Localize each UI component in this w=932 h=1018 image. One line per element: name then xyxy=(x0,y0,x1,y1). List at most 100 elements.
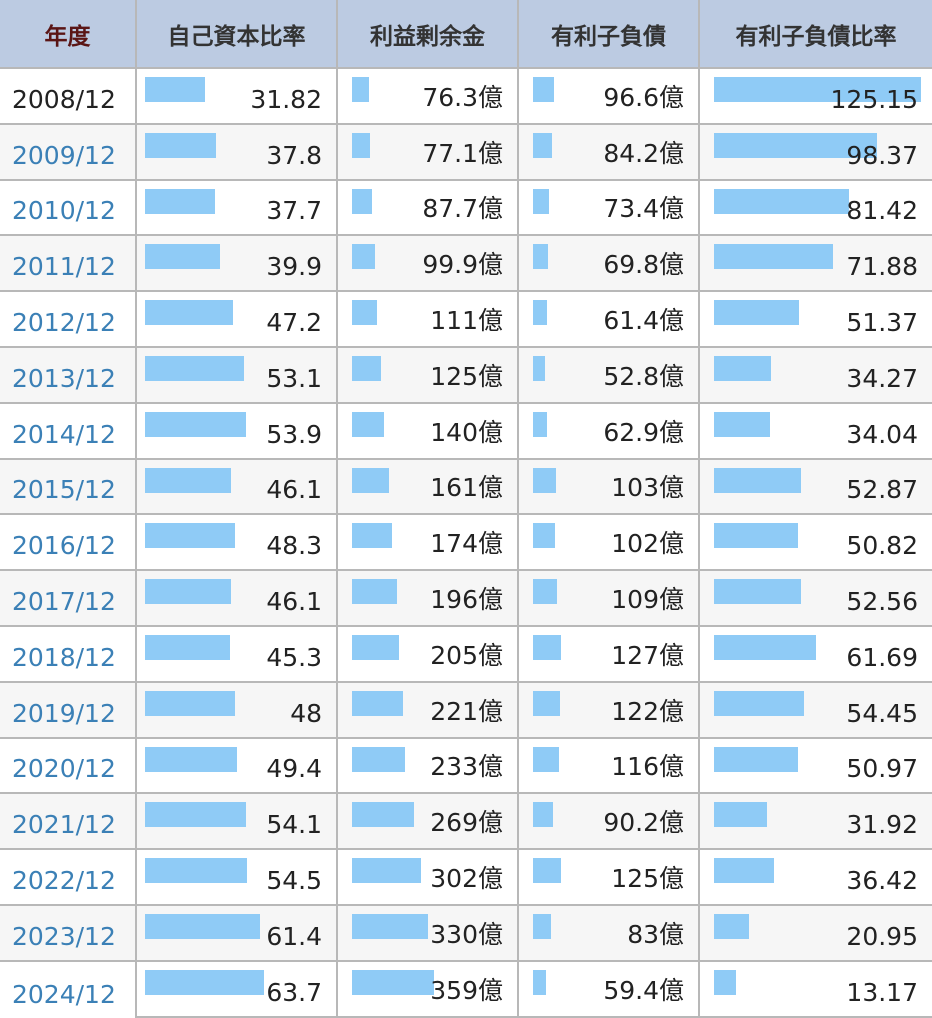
year-link[interactable]: 2011/12 xyxy=(12,252,116,282)
value-label: 39.9 xyxy=(266,252,322,282)
year-cell: 2014/12 xyxy=(0,403,137,460)
year-link[interactable]: 2021/12 xyxy=(12,810,116,840)
value-cell: 359億 xyxy=(338,961,519,1018)
value-label: 37.7 xyxy=(266,196,322,226)
data-bar xyxy=(714,802,767,828)
value-cell: 111億 xyxy=(338,292,519,348)
data-bar xyxy=(714,635,817,660)
data-bar xyxy=(714,244,833,270)
data-bar xyxy=(533,635,561,660)
data-bar xyxy=(533,132,552,158)
data-bar xyxy=(533,802,553,828)
value-label: 99.9億 xyxy=(422,250,503,280)
data-bar xyxy=(714,858,775,884)
value-cell: 54.1 xyxy=(137,794,338,851)
year-cell: 2009/12 xyxy=(0,124,137,181)
year-cell: 2018/12 xyxy=(0,627,137,683)
value-cell: 53.9 xyxy=(137,403,338,460)
value-label: 61.4億 xyxy=(603,305,684,335)
data-bar xyxy=(145,77,205,102)
value-cell: 116億 xyxy=(519,738,700,795)
value-cell: 83億 xyxy=(519,906,700,962)
value-label: 69.8億 xyxy=(603,250,684,280)
data-bar xyxy=(352,356,381,381)
value-cell: 196億 xyxy=(338,571,519,627)
value-cell: 103億 xyxy=(519,459,700,516)
year-cell: 2019/12 xyxy=(0,682,137,739)
value-label: 109億 xyxy=(611,584,684,614)
value-cell: 140億 xyxy=(338,403,519,460)
value-cell: 37.8 xyxy=(137,124,338,181)
data-bar xyxy=(714,411,771,437)
data-bar xyxy=(352,411,385,437)
value-label: 125億 xyxy=(611,863,684,893)
data-bar xyxy=(533,746,559,772)
data-bar xyxy=(714,77,922,102)
data-bar xyxy=(714,523,799,549)
year-link[interactable]: 2015/12 xyxy=(12,475,116,505)
value-label: 73.4億 xyxy=(603,194,684,224)
year-link[interactable]: 2023/12 xyxy=(12,921,116,951)
value-label: 53.9 xyxy=(266,419,322,449)
value-cell: 54.5 xyxy=(137,850,338,906)
year-link[interactable]: 2019/12 xyxy=(12,698,116,728)
year-link[interactable]: 2018/12 xyxy=(12,642,116,672)
year-link[interactable]: 2017/12 xyxy=(12,586,116,616)
value-cell: 90.2億 xyxy=(519,794,700,851)
value-cell: 54.45 xyxy=(700,682,932,739)
value-label: 359億 xyxy=(430,975,503,1005)
data-bar xyxy=(533,523,556,549)
data-bar xyxy=(145,356,245,381)
value-cell: 20.95 xyxy=(700,906,932,962)
year-link[interactable]: 2022/12 xyxy=(12,865,116,895)
value-cell: 99.9億 xyxy=(338,236,519,293)
year-link[interactable]: 2014/12 xyxy=(12,419,116,449)
value-label: 330億 xyxy=(430,919,503,949)
data-bar xyxy=(352,244,375,270)
value-cell: 45.3 xyxy=(137,627,338,683)
data-bar xyxy=(352,579,397,605)
year-link[interactable]: 2009/12 xyxy=(12,140,116,170)
data-bar xyxy=(352,300,378,326)
year-link[interactable]: 2024/12 xyxy=(12,979,116,1009)
value-label: 61.69 xyxy=(846,642,918,672)
data-bar xyxy=(714,579,801,605)
value-label: 48.3 xyxy=(266,531,322,561)
year-link[interactable]: 2013/12 xyxy=(12,363,116,393)
value-label: 48 xyxy=(290,698,322,728)
data-bar xyxy=(352,523,392,549)
data-bar xyxy=(352,802,414,828)
value-cell: 98.37 xyxy=(700,124,932,181)
column-header: 自己資本比率 xyxy=(137,0,338,69)
value-cell: 330億 xyxy=(338,906,519,962)
year-link[interactable]: 2012/12 xyxy=(12,307,116,337)
value-label: 46.1 xyxy=(266,475,322,505)
value-cell: 69.8億 xyxy=(519,236,700,293)
year-link[interactable]: 2020/12 xyxy=(12,754,116,784)
year-cell: 2023/12 xyxy=(0,906,137,962)
value-label: 63.7 xyxy=(266,977,322,1007)
value-cell: 52.56 xyxy=(700,571,932,627)
value-label: 52.8億 xyxy=(603,361,684,391)
data-bar xyxy=(145,635,230,660)
value-cell: 53.1 xyxy=(137,348,338,404)
year-cell: 2024/12 xyxy=(0,961,137,1018)
year-link[interactable]: 2010/12 xyxy=(12,196,116,226)
data-bar xyxy=(533,467,556,493)
value-label: 174億 xyxy=(430,529,503,559)
value-label: 49.4 xyxy=(266,754,322,784)
data-bar xyxy=(533,690,560,716)
data-bar xyxy=(352,969,435,995)
data-bar xyxy=(352,132,370,158)
value-label: 47.2 xyxy=(266,307,322,337)
value-label: 77.1億 xyxy=(422,138,503,168)
data-bar xyxy=(714,746,799,772)
data-bar xyxy=(533,914,552,939)
value-label: 52.56 xyxy=(846,586,918,616)
value-cell: 87.7億 xyxy=(338,180,519,237)
value-label: 62.9億 xyxy=(603,417,684,447)
data-bar xyxy=(352,690,403,716)
data-bar xyxy=(714,188,849,214)
year-link[interactable]: 2016/12 xyxy=(12,531,116,561)
data-bar xyxy=(533,77,555,102)
